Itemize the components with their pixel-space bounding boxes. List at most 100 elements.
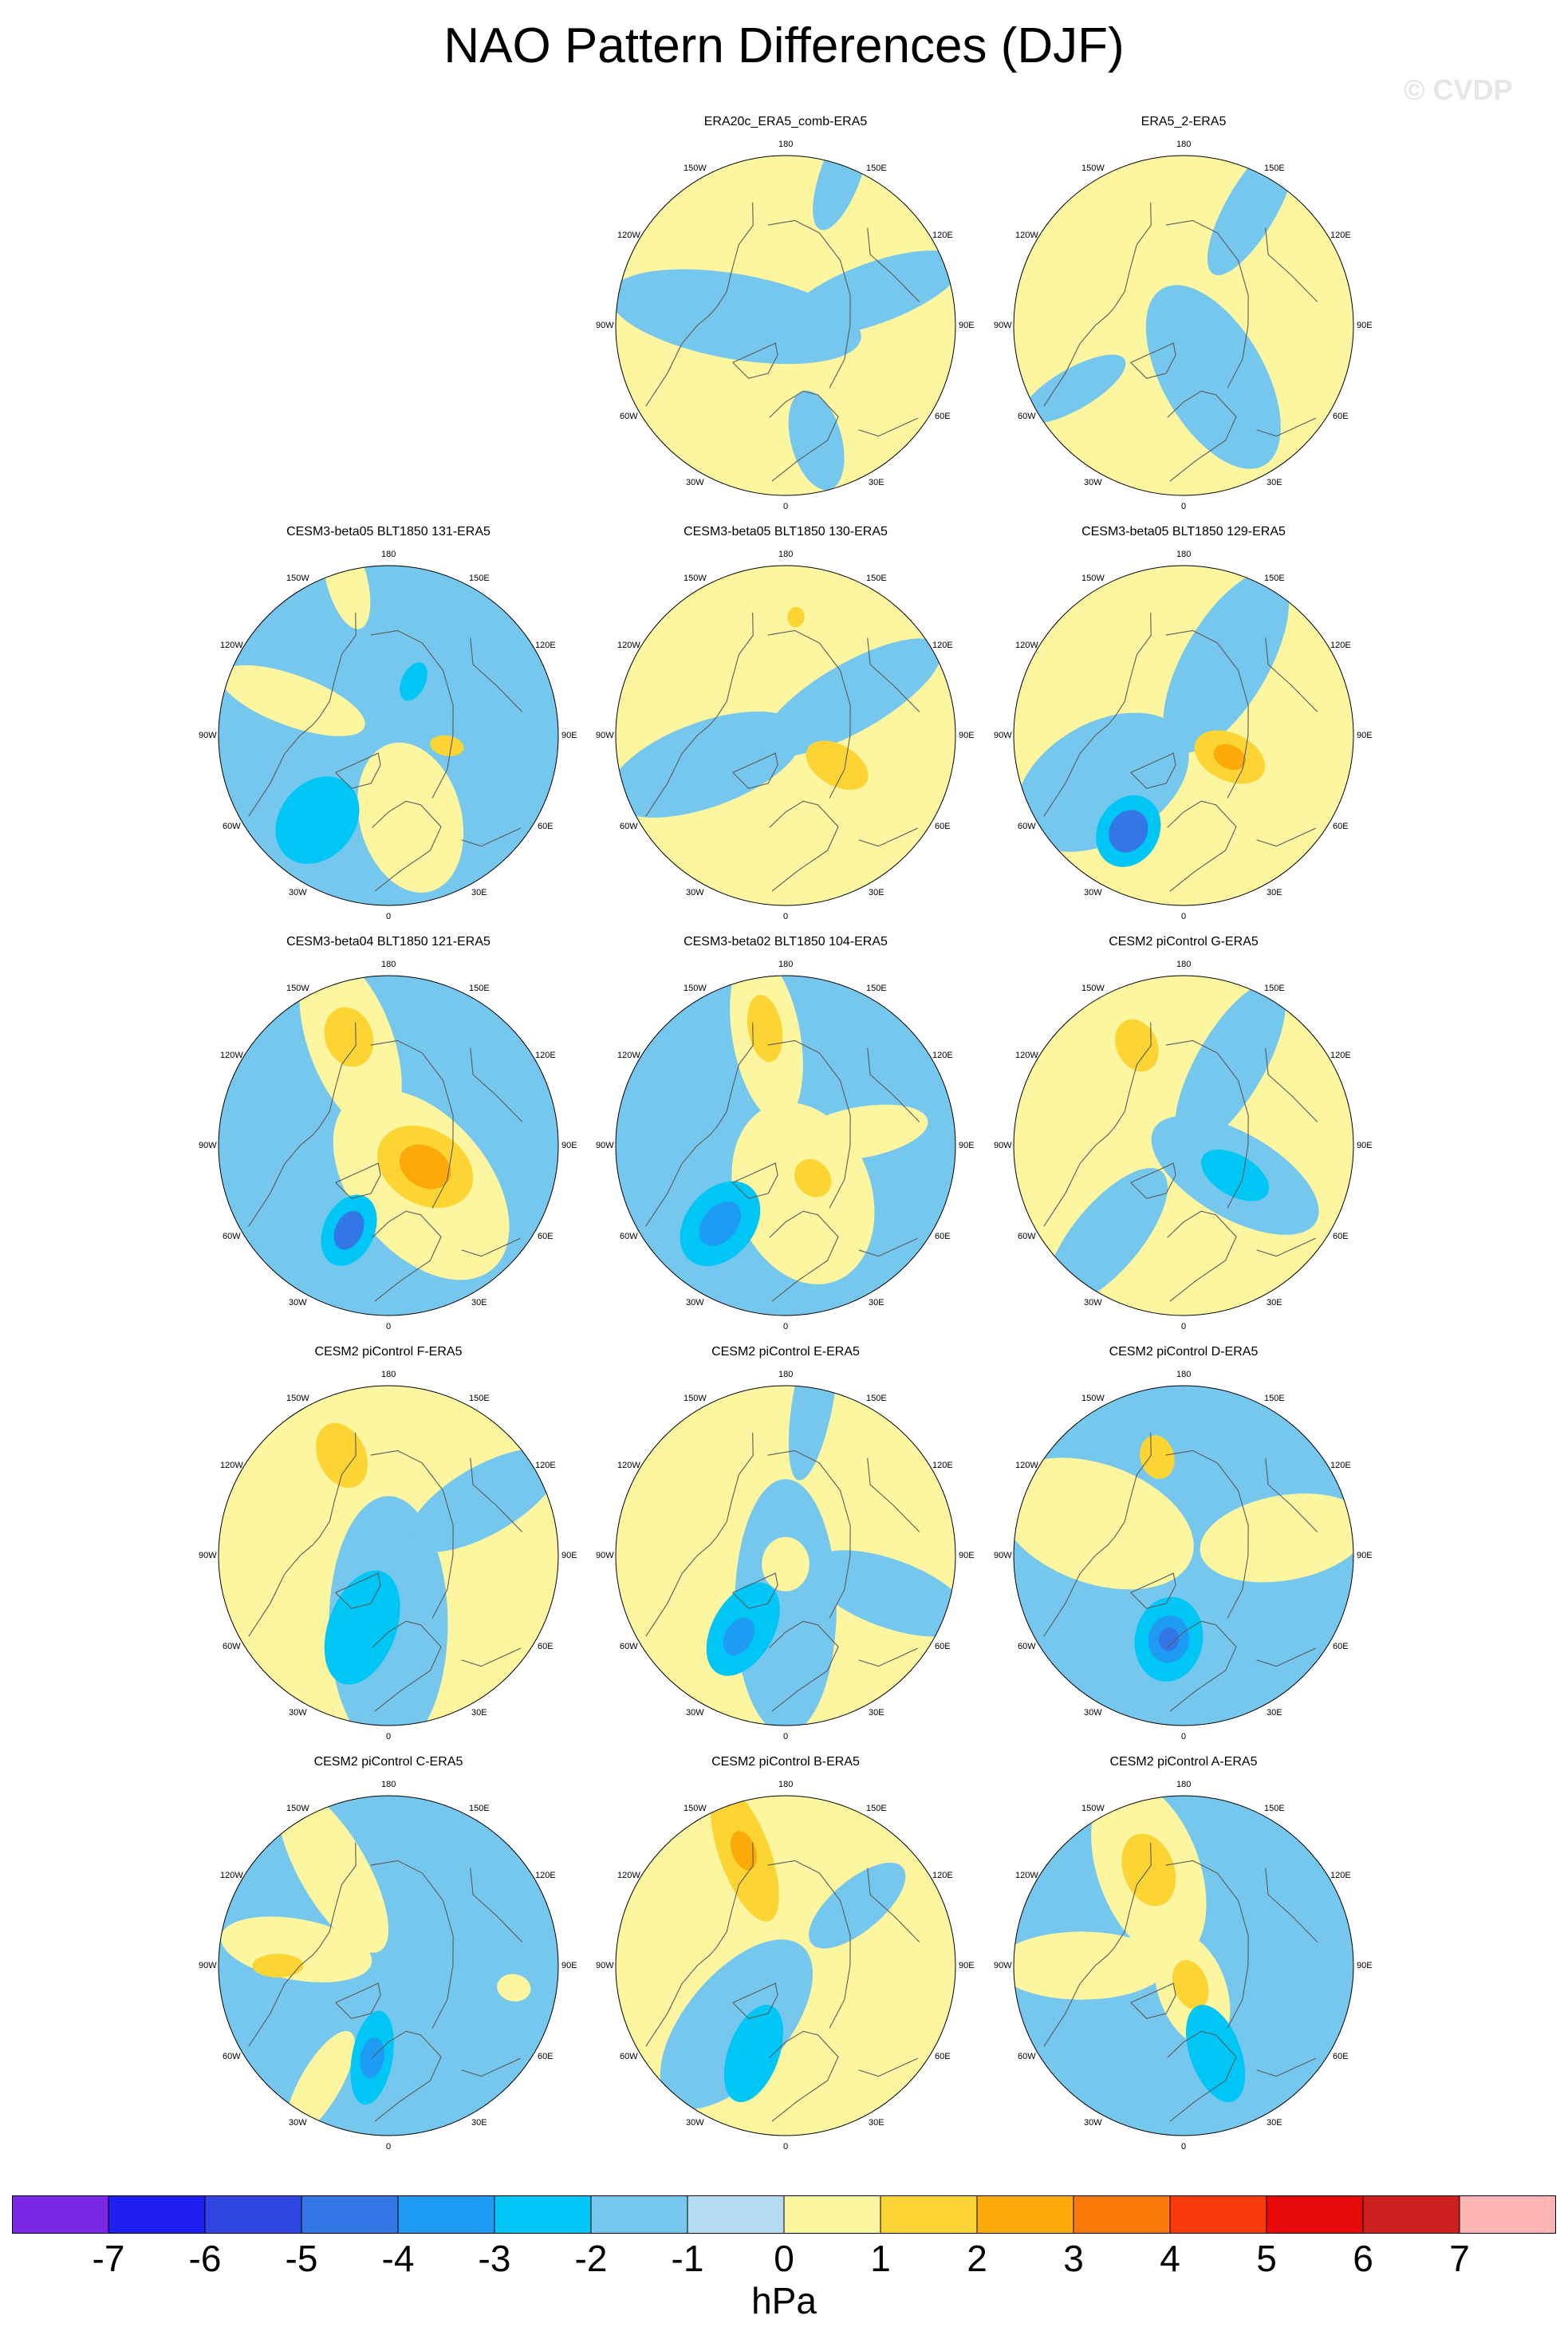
coastline	[1167, 1210, 1237, 1302]
anomaly-contour	[699, 1201, 742, 1246]
longitude-label: 150W	[684, 164, 707, 173]
coastline	[1167, 800, 1237, 892]
map-base-field	[219, 976, 558, 1315]
longitude-label: 120W	[1015, 1461, 1038, 1470]
colorbar	[12, 2195, 1556, 2234]
anomaly-contour	[329, 1496, 448, 1726]
coastline	[248, 1432, 357, 1637]
longitude-label: 30W	[1084, 478, 1102, 487]
anomaly-contour	[1148, 1615, 1190, 1663]
anomaly-contour	[808, 1550, 955, 1637]
coastline	[1265, 1868, 1318, 1943]
anomaly-contour	[1145, 285, 1281, 469]
panel-title: CESM2 piControl G-ERA5	[1109, 935, 1259, 949]
longitude-label: 60W	[620, 1232, 638, 1241]
coastline	[769, 2030, 839, 2122]
coastline	[1167, 2030, 1237, 2122]
coastline	[1256, 1237, 1317, 1257]
anomaly-contour	[1207, 156, 1296, 275]
anomaly-contour	[660, 1939, 814, 2109]
anomaly-contour	[1201, 1150, 1270, 1201]
longitude-label: 0	[1181, 2142, 1187, 2152]
colorbar-tick-label: 4	[1160, 2238, 1180, 2279]
coastline	[645, 1022, 754, 1227]
map-border	[615, 155, 956, 496]
longitude-label: 60E	[1333, 822, 1349, 831]
longitude-label: 150E	[866, 574, 887, 583]
map-base-field	[616, 566, 955, 905]
longitude-label: 180	[778, 960, 794, 969]
longitude-label: 30E	[471, 1708, 487, 1718]
longitude-label: 90W	[994, 321, 1012, 330]
longitude-label: 120W	[617, 1051, 640, 1060]
coastline	[645, 202, 754, 407]
longitude-label: 60E	[1333, 1642, 1349, 1651]
colorbar-tick-label: 3	[1063, 2238, 1084, 2279]
longitude-label: 150W	[286, 984, 309, 993]
longitude-label: 90E	[1357, 731, 1373, 740]
anomaly-contour	[1096, 795, 1161, 867]
longitude-label: 120W	[617, 231, 640, 240]
coastline	[769, 390, 839, 482]
anomaly-contour	[1154, 1932, 1231, 2047]
anomaly-contour	[723, 1617, 754, 1656]
longitude-label: 120E	[932, 1051, 953, 1060]
longitude-label: 90W	[199, 1961, 217, 1970]
coastline	[858, 2057, 919, 2077]
longitude-label: 30E	[471, 1298, 487, 1308]
anomaly-contour	[321, 1194, 377, 1266]
colorbar-segment	[881, 2195, 978, 2234]
longitude-label: 30W	[686, 2118, 704, 2128]
anomaly-contour	[787, 606, 805, 628]
longitude-label: 60E	[538, 1642, 554, 1651]
coastline	[1130, 1982, 1176, 2019]
longitude-label: 120E	[932, 1871, 953, 1880]
coastline	[867, 1047, 920, 1122]
map-border	[615, 565, 956, 906]
coastline	[1265, 1047, 1318, 1122]
anomaly-contour	[806, 740, 869, 791]
longitude-label: 150E	[469, 574, 490, 583]
longitude-label: 0	[386, 1322, 392, 1331]
map-base-field	[616, 1386, 955, 1726]
anomaly-contour	[1213, 743, 1247, 771]
longitude-label: 30W	[289, 2118, 307, 2128]
longitude-label: 0	[783, 1732, 789, 1741]
longitude-label: 90E	[1357, 1141, 1373, 1150]
longitude-label: 30E	[869, 1708, 884, 1718]
anomaly-contour	[399, 1144, 451, 1189]
longitude-label: 30W	[686, 1298, 704, 1308]
coastline	[1043, 1022, 1152, 1227]
longitude-label: 120W	[220, 641, 243, 650]
coastline	[867, 1868, 920, 1943]
coastline	[370, 1450, 454, 1619]
map-base-field	[1014, 1386, 1353, 1726]
anomaly-contour	[1140, 1435, 1175, 1479]
longitude-label: 30E	[869, 1298, 884, 1308]
map-base-field	[616, 156, 955, 495]
anomaly-contour	[400, 662, 427, 701]
longitude-label: 60E	[935, 2052, 951, 2061]
panel-title: ERA20c_ERA5_comb-ERA5	[703, 115, 868, 128]
panel-title: CESM3-beta02 BLT1850 104-ERA5	[684, 935, 888, 949]
longitude-label: 180	[778, 140, 794, 149]
longitude-label: 30E	[471, 888, 487, 897]
colorbar-segment	[398, 2195, 495, 2234]
longitude-label: 90W	[596, 321, 614, 330]
coastline	[1043, 612, 1152, 817]
anomaly-contour	[316, 1422, 368, 1489]
anomaly-contour	[430, 735, 464, 757]
coastline	[248, 1022, 357, 1227]
longitude-label: 30E	[1267, 1708, 1282, 1718]
anomaly-contour	[350, 2010, 394, 2105]
longitude-label: 150E	[1264, 574, 1285, 583]
panel-title: CESM2 piControl E-ERA5	[711, 1345, 860, 1359]
map-border	[218, 975, 559, 1316]
coastline	[732, 342, 778, 379]
longitude-label: 90W	[596, 1141, 614, 1150]
longitude-label: 150W	[286, 574, 309, 583]
anomaly-contour	[1109, 810, 1148, 853]
